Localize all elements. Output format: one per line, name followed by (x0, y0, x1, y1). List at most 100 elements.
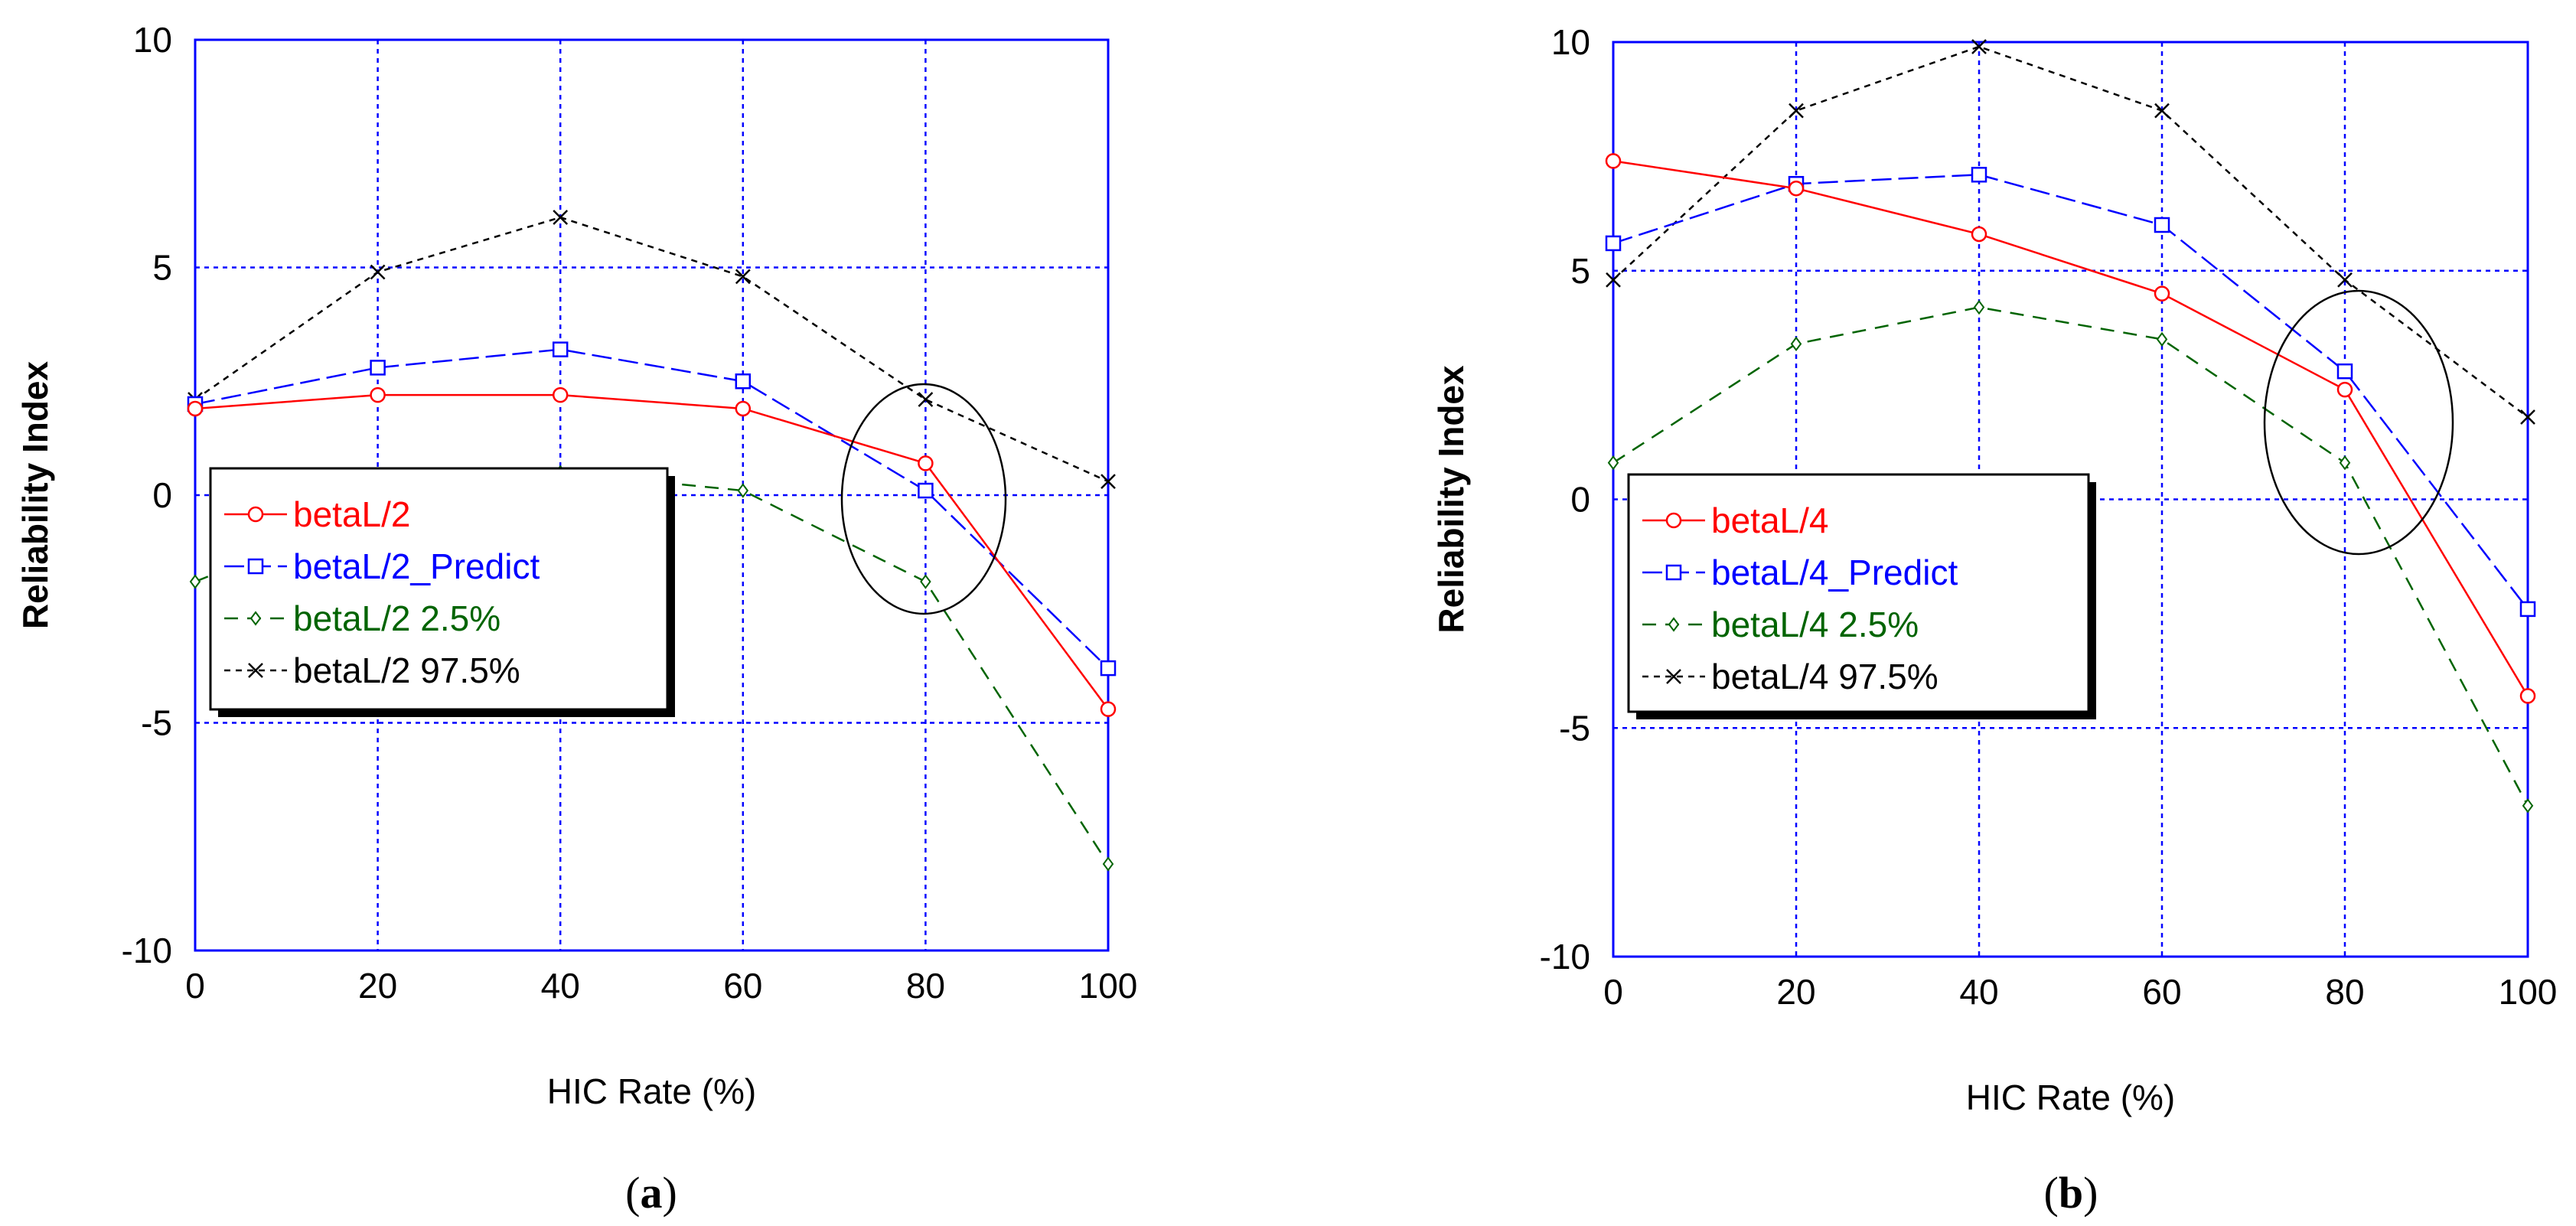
data-point (735, 373, 752, 390)
data-point (918, 392, 934, 407)
legend-swatch-marker (247, 558, 264, 575)
data-point (2337, 272, 2353, 288)
y-axis-title: Reliability Index (1431, 365, 1471, 634)
x-tick-label: 20 (1776, 972, 1815, 1012)
data-point (1101, 474, 1116, 490)
legend-box (209, 467, 669, 711)
y-tick-label: 10 (1551, 22, 1590, 62)
y-tick-label: 0 (152, 475, 172, 515)
series-line (194, 348, 1109, 669)
plot-frame (194, 38, 1110, 952)
y-tick-label: -5 (141, 703, 172, 743)
data-point (2336, 363, 2353, 380)
data-point (1607, 455, 1619, 471)
x-tick-label: 40 (541, 966, 580, 1006)
series-line (1612, 45, 2529, 418)
legend-label: betaL/4 2.5% (1711, 605, 1919, 644)
data-point (1605, 153, 1622, 169)
y-axis-title: Reliability Index (15, 360, 55, 629)
data-point (2522, 798, 2534, 814)
data-point (2154, 285, 2170, 302)
y-tick-label: 5 (1570, 251, 1590, 291)
x-axis-title: HIC Rate (%) (1966, 1078, 2175, 1117)
data-point (2336, 381, 2353, 398)
legend-label: betaL/2_Predict (293, 546, 540, 586)
plot-frame (1612, 41, 2529, 958)
series-line (1612, 306, 2529, 807)
data-point (1605, 235, 1622, 252)
data-point (1100, 660, 1117, 677)
series-4 (187, 210, 1116, 490)
legend-swatch-marker (247, 506, 264, 523)
legend: betaL/2 betaL/2_Predict betaL/2 2.5% betaL/… (209, 467, 675, 717)
panel-a: 0 20 40 60 80 100 10 5 0 -5 -10 HIC Rate (%) Reliabi… (15, 20, 1137, 1218)
data-point (2519, 688, 2536, 704)
data-point (1788, 180, 1805, 197)
data-point (1973, 299, 1985, 315)
series-1 (187, 386, 1117, 717)
x-tick-label: 100 (2499, 972, 2558, 1012)
data-point (1971, 39, 1987, 54)
series-3 (1607, 299, 2534, 814)
data-point (1971, 226, 1987, 243)
highlight-ellipse (2263, 289, 2454, 556)
x-tick-label: 20 (358, 966, 397, 1006)
highlight-ellipse (840, 383, 1007, 615)
data-point (370, 360, 386, 376)
x-tick-label: 60 (2142, 972, 2181, 1012)
data-point (737, 483, 749, 498)
series-line (1612, 160, 2529, 697)
data-point (2156, 331, 2168, 347)
caption-letter: b (2059, 1168, 2083, 1218)
data-point (552, 386, 569, 403)
y-tick-label: 0 (1570, 480, 1590, 520)
data-point (2520, 409, 2535, 425)
y-tick-label: -5 (1559, 708, 1590, 748)
y-tick-label: -10 (122, 931, 172, 970)
data-point (1790, 336, 1802, 352)
x-tick-label: 40 (1959, 972, 1998, 1012)
series-4 (1606, 39, 2535, 425)
series-line (194, 216, 1109, 483)
legend-swatch-marker (1665, 564, 1682, 581)
legend-swatch-marker (248, 663, 263, 678)
series-1 (1605, 153, 2536, 704)
legend-swatch-marker (249, 611, 262, 626)
data-point (1100, 701, 1117, 717)
y-tick-label: -10 (1540, 937, 1590, 977)
series-line (1612, 174, 2529, 610)
data-point (918, 482, 934, 499)
data-point (1971, 167, 1987, 183)
legend-label: betaL/2 97.5% (293, 650, 520, 690)
data-point (370, 264, 386, 280)
x-tick-label: 80 (906, 966, 945, 1006)
data-point (1606, 272, 1621, 288)
series-line (194, 393, 1110, 710)
legend-label: betaL/4 97.5% (1711, 657, 1939, 696)
legend-box (1627, 473, 2090, 713)
data-point (2519, 601, 2536, 618)
caption-open: ( (2044, 1168, 2059, 1218)
data-point (735, 269, 751, 285)
data-point (187, 400, 204, 417)
x-axis-title: HIC Rate (%) (547, 1071, 756, 1111)
legend-swatch-marker (1666, 669, 1681, 684)
data-point (552, 341, 569, 357)
legend: betaL/4 betaL/4_Predict betaL/4 2.5% betaL/… (1627, 473, 2096, 719)
data-point (2339, 455, 2351, 471)
legend-swatch-marker (1668, 617, 1680, 632)
legend-swatch-marker (1665, 512, 1682, 529)
x-tick-label: 100 (1079, 966, 1138, 1006)
panel-b: 0 20 40 60 80 100 10 5 0 -5 -10 HIC Rate (%) Reliabi… (1431, 22, 2557, 1218)
data-point (920, 574, 931, 589)
y-tick-label: 10 (133, 20, 172, 60)
caption-open: ( (625, 1168, 640, 1218)
legend-label: betaL/4_Predict (1711, 553, 1958, 592)
x-tick-label: 0 (185, 966, 205, 1006)
y-tick-label: 5 (152, 248, 172, 288)
data-point (918, 455, 934, 471)
caption-close: ) (663, 1168, 677, 1218)
data-point (2154, 217, 2170, 233)
legend-label: betaL/2 2.5% (293, 598, 501, 638)
x-tick-label: 60 (723, 966, 762, 1006)
